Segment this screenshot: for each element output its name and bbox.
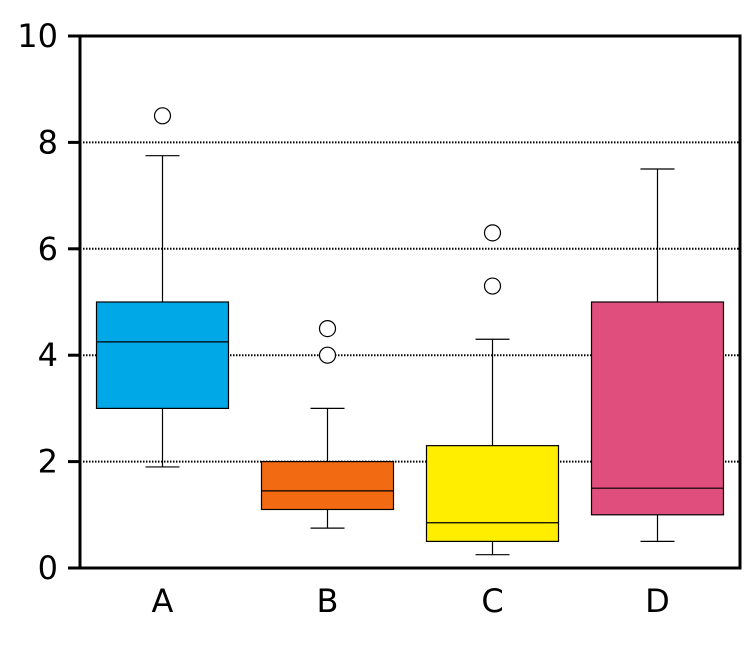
- plot-frame: [78, 34, 742, 570]
- outlier-point: [483, 277, 502, 295]
- y-tick-label: 10: [17, 17, 58, 55]
- y-tick-label: 8: [38, 123, 58, 161]
- y-tick-label: 6: [38, 230, 58, 268]
- box-iqr: [425, 445, 560, 543]
- y-tick-label: 2: [38, 443, 58, 481]
- outlier-point: [153, 107, 172, 125]
- box-iqr: [260, 461, 395, 511]
- box-group-c: [425, 224, 560, 556]
- outlier-point: [318, 346, 337, 364]
- y-axis: 0 2 4 6 8 10: [17, 17, 80, 587]
- box-group-d: [590, 168, 725, 543]
- box-iqr: [590, 301, 725, 516]
- box-group-a: [95, 107, 230, 468]
- outlier-point: [318, 320, 337, 338]
- x-category-label: D: [645, 582, 670, 620]
- box-series: [95, 107, 725, 556]
- x-category-label: C: [481, 582, 503, 620]
- box-group-b: [260, 320, 395, 529]
- x-category-label: B: [317, 582, 339, 620]
- box-iqr: [95, 301, 230, 410]
- outlier-point: [483, 224, 502, 242]
- x-axis: A B C D: [152, 582, 670, 620]
- x-category-label: A: [152, 582, 174, 620]
- y-tick-label: 0: [38, 549, 58, 587]
- y-tick-label: 4: [38, 336, 58, 374]
